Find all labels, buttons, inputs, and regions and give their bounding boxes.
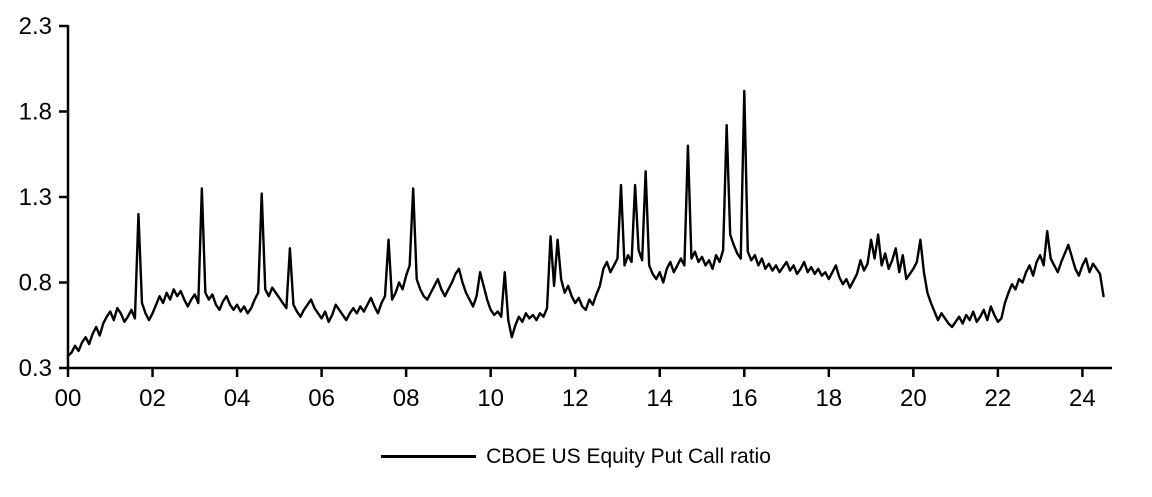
x-tick-label: 14 <box>646 385 673 412</box>
x-tick-label: 18 <box>815 385 842 412</box>
x-tick-label: 04 <box>224 385 251 412</box>
x-tick-label: 08 <box>393 385 420 412</box>
put-call-ratio-chart: 0.3 0.8 1.3 1.8 2.3 00 02 04 06 08 10 12 14 16 18 20 22 2… <box>19 13 1112 412</box>
chart-legend: CBOE US Equity Put Call ratio <box>0 446 1152 467</box>
x-tick-label: 00 <box>55 385 82 412</box>
x-tick-label: 02 <box>139 385 166 412</box>
y-tick-label: 0.3 <box>19 355 52 382</box>
x-tick-label: 10 <box>477 385 504 412</box>
x-tick-label: 12 <box>562 385 589 412</box>
y-tick-label: 1.3 <box>19 184 52 211</box>
y-tick-label: 1.8 <box>19 99 52 126</box>
x-tick-label: 22 <box>985 385 1012 412</box>
y-tick-label: 2.3 <box>19 13 52 40</box>
x-tick-label: 06 <box>308 385 335 412</box>
y-tick-label: 0.8 <box>19 270 52 297</box>
legend-line-sample <box>381 455 477 458</box>
x-tick-label: 16 <box>731 385 758 412</box>
x-tick-label: 24 <box>1069 385 1096 412</box>
series-path <box>66 89 1105 358</box>
x-tick-label: 20 <box>900 385 927 412</box>
legend-label: CBOE US Equity Put Call ratio <box>486 445 771 468</box>
